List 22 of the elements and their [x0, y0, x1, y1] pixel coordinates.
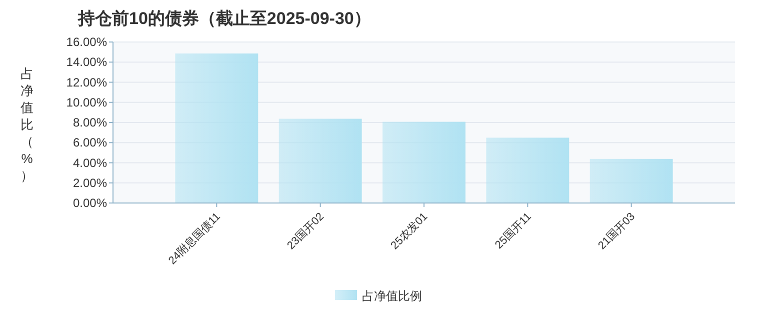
y-axis-title: 占净值比（%）: [20, 66, 34, 183]
chart-title: 持仓前10的债券（截止至2025-09-30）: [77, 9, 371, 28]
x-tick-label: 25农发01: [388, 210, 430, 252]
bar: [278, 118, 362, 203]
y-tick-label: 0.00%: [72, 196, 108, 210]
y-tick-label: 2.00%: [72, 176, 108, 190]
y-tick-label: 12.00%: [66, 75, 108, 90]
bar: [382, 122, 466, 203]
bar: [590, 158, 673, 203]
y-tick-label: 14.00%: [66, 55, 108, 70]
bar: [486, 138, 570, 203]
x-tick-label: 21国开03: [596, 210, 638, 252]
legend-label: 占净值比例: [362, 289, 422, 303]
y-tick-label: 10.00%: [66, 95, 108, 110]
bar: [175, 53, 258, 203]
x-tick-label: 24附息国债11: [166, 210, 223, 267]
x-tick-label: 23国开02: [285, 210, 326, 252]
x-tick-label: 25国开11: [493, 210, 534, 252]
y-tick-label: 6.00%: [72, 136, 108, 150]
y-tick-label: 4.00%: [72, 156, 108, 170]
y-tick-label: 8.00%: [72, 116, 108, 130]
y-tick-label: 16.00%: [66, 35, 108, 49]
